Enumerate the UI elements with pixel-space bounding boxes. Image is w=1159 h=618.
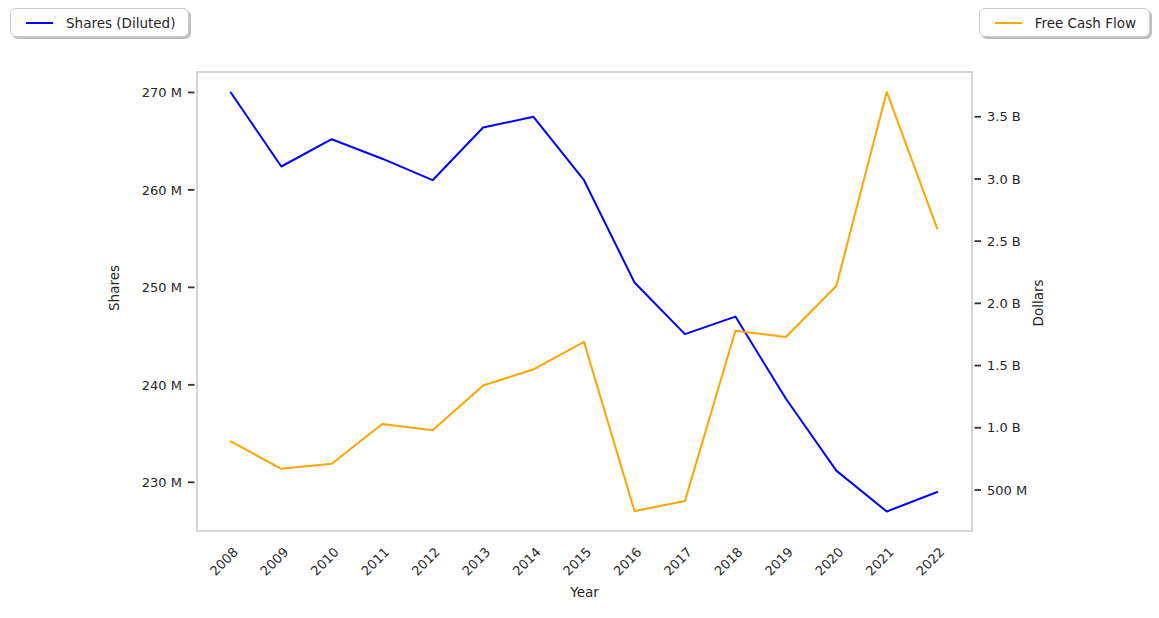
right-axis-tick-label: 2.5 B [987, 234, 1021, 249]
figure-canvas: Shares (Diluted) Free Cash Flow 230 M 240… [0, 0, 1159, 618]
dual-axis-line-chart: 230 M 240 M 250 M 260 M 270 M 500 M 1.0 B 1.5 B… [0, 0, 1159, 618]
left-axis-tick-label: 270 M [142, 85, 182, 100]
right-axis-title: Dollars [1030, 279, 1046, 326]
right-axis-tick-label: 3.5 B [987, 109, 1021, 124]
x-axis-tick-label: 2019 [762, 545, 796, 579]
line-shares-diluted [231, 93, 937, 512]
left-axis-tick-label: 260 M [142, 183, 182, 198]
x-axis-tick-label: 2017 [661, 545, 695, 579]
legend-line-swatch-fcf [995, 22, 1022, 24]
legend-label-fcf: Free Cash Flow [1035, 15, 1136, 31]
left-axis-tick-label: 230 M [142, 475, 182, 490]
legend-line-swatch-shares [26, 22, 53, 24]
x-axis-tick-label: 2020 [812, 545, 846, 579]
right-axis-tick-label: 2.0 B [987, 296, 1021, 311]
x-axis-tick-label: 2014 [510, 545, 544, 579]
x-axis-tick-label: 2010 [308, 545, 342, 579]
x-axis-tick-label: 2012 [409, 545, 443, 579]
x-axis-tick-label: 2011 [358, 545, 392, 579]
x-axis-tick-label: 2013 [459, 545, 493, 579]
x-axis-tick-label: 2009 [257, 545, 291, 579]
plot-frame [197, 72, 972, 531]
x-axis-title: Year [569, 584, 599, 600]
x-axis-tick-label: 2018 [711, 545, 745, 579]
x-axis-tick-label: 2008 [207, 545, 241, 579]
x-axis-tick-label: 2022 [913, 545, 947, 579]
x-axis-tick-label: 2015 [560, 545, 594, 579]
right-axis-tick-label: 1.0 B [987, 420, 1021, 435]
left-axis-tick-label: 250 M [142, 280, 182, 295]
right-axis-tick-label: 3.0 B [987, 172, 1021, 187]
legend-free-cash-flow[interactable]: Free Cash Flow [979, 8, 1150, 37]
x-axis-tick-label: 2021 [863, 545, 897, 579]
line-free-cash-flow [231, 92, 937, 511]
legend-label-shares: Shares (Diluted) [66, 15, 175, 31]
right-axis-tick-label: 500 M [987, 483, 1027, 498]
x-axis-tick-label: 2016 [611, 545, 645, 579]
right-axis-tick-label: 1.5 B [987, 358, 1021, 373]
left-axis-title: Shares [106, 265, 122, 311]
left-axis-tick-label: 240 M [142, 378, 182, 393]
legend-shares-diluted[interactable]: Shares (Diluted) [10, 8, 189, 37]
